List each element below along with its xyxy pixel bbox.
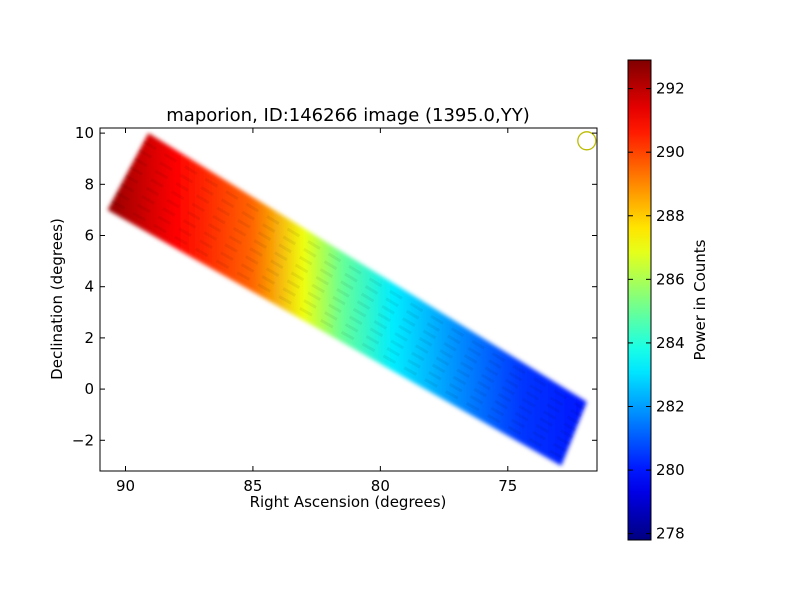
x-axis-label: Right Ascension (degrees) bbox=[250, 493, 447, 511]
y-axis-label: Declination (degrees) bbox=[48, 218, 66, 380]
colorbar-ticks: 278 280 282 284 286 288 290 292 bbox=[628, 80, 685, 543]
x-tick-label: 90 bbox=[116, 477, 135, 495]
y-tick-label: 8 bbox=[84, 175, 94, 193]
y-tick-label: 4 bbox=[84, 278, 94, 296]
scan-stripes bbox=[111, 140, 585, 461]
plot-area: 90 85 80 75 −2 0 2 4 6 8 10 bbox=[72, 124, 598, 495]
x-tick-label: 75 bbox=[498, 477, 517, 495]
x-tick-label: 80 bbox=[371, 477, 390, 495]
colorbar-tick-label: 292 bbox=[656, 80, 685, 98]
scan-region bbox=[107, 133, 587, 466]
y-axis-ticks: −2 0 2 4 6 8 10 bbox=[72, 124, 597, 449]
colorbar-tick-label: 290 bbox=[656, 143, 685, 161]
y-tick-label: 10 bbox=[75, 124, 94, 142]
y-tick-label: 2 bbox=[84, 329, 94, 347]
colorbar-scale bbox=[627, 59, 652, 541]
y-tick-label: 6 bbox=[84, 227, 94, 245]
y-tick-label: 0 bbox=[84, 380, 94, 398]
colorbar-tick-label: 288 bbox=[656, 207, 685, 225]
marker-circle bbox=[577, 131, 597, 151]
plot-frame bbox=[99, 127, 598, 472]
x-tick-label: 85 bbox=[243, 477, 262, 495]
colorbar-label: Power in Counts bbox=[691, 239, 709, 360]
y-tick-label: −2 bbox=[72, 431, 94, 449]
colorbar: 278 280 282 284 286 288 290 292 Power in Counts bbox=[627, 59, 709, 543]
colorbar-tick-label: 278 bbox=[656, 525, 685, 543]
chart-title: maporion, ID:146266 image (1395.0,YY) bbox=[166, 105, 529, 126]
colorbar-tick-label: 280 bbox=[656, 461, 685, 479]
colorbar-tick-label: 284 bbox=[656, 334, 685, 352]
x-axis-ticks: 90 85 80 75 bbox=[116, 128, 517, 495]
colorbar-tick-label: 282 bbox=[656, 397, 685, 415]
colorbar-tick-label: 286 bbox=[656, 270, 685, 288]
